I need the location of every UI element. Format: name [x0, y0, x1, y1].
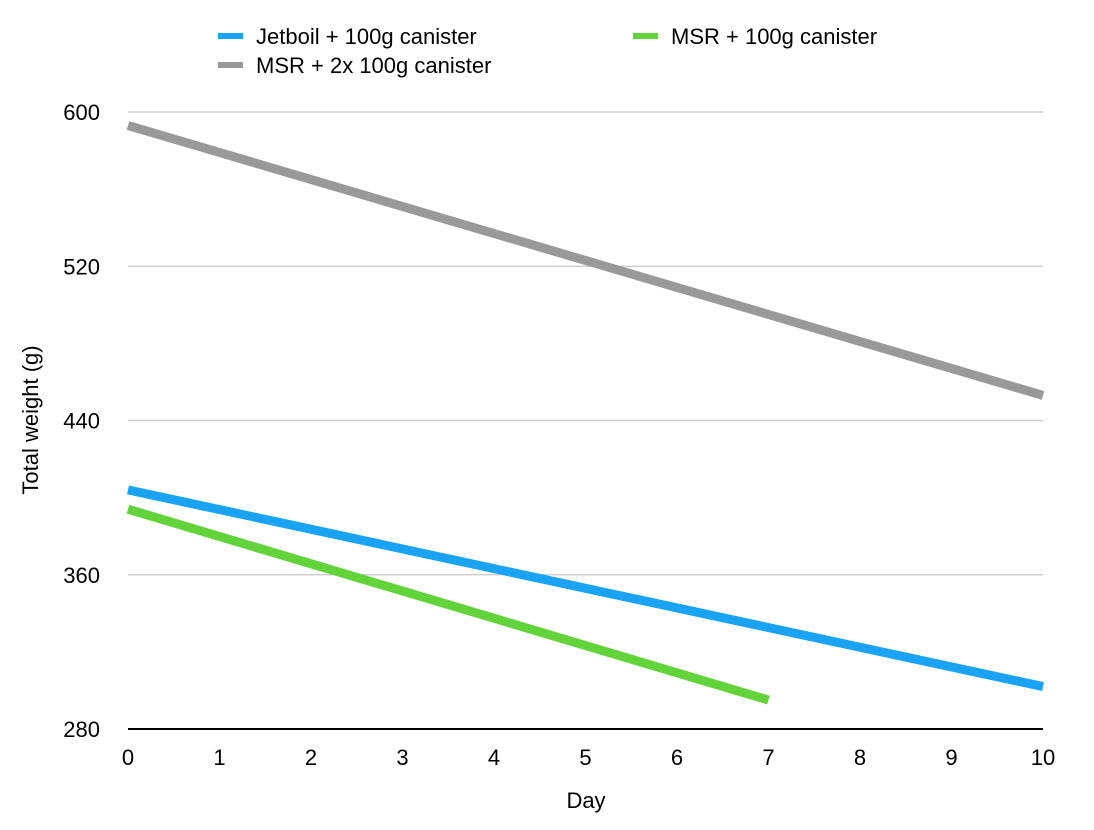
x-tick-label: 0: [122, 745, 134, 770]
x-tick-label: 7: [762, 745, 774, 770]
y-axis-ticks: 280 360 440 520 600: [63, 100, 100, 742]
x-tick-label: 4: [488, 745, 500, 770]
x-tick-label: 2: [305, 745, 317, 770]
x-tick-label: 9: [945, 745, 957, 770]
x-tick-label: 3: [396, 745, 408, 770]
series-line-2: [126, 121, 1045, 400]
x-tick-label: 10: [1031, 745, 1055, 770]
gridlines: [128, 111, 1043, 730]
x-axis-title: Day: [566, 788, 605, 813]
x-tick-label: 5: [579, 745, 591, 770]
series-line-1: [126, 504, 770, 705]
legend-label-1: MSR + 100g canister: [671, 24, 877, 49]
legend: Jetboil + 100g canister MSR + 100g canist…: [218, 24, 877, 78]
x-tick-label: 8: [854, 745, 866, 770]
series-line-0: [127, 485, 1044, 691]
series-lines: [126, 121, 1045, 705]
y-tick-label: 360: [63, 563, 100, 588]
x-tick-label: 6: [671, 745, 683, 770]
legend-label-0: Jetboil + 100g canister: [256, 24, 477, 49]
legend-label-2: MSR + 2x 100g canister: [256, 53, 491, 78]
y-tick-label: 280: [63, 717, 100, 742]
x-axis-ticks: 0 1 2 3 4 5 6 7 8 9 10: [122, 745, 1055, 770]
y-axis-title: Total weight (g): [18, 345, 43, 494]
y-tick-label: 600: [63, 100, 100, 125]
x-tick-label: 1: [213, 745, 225, 770]
y-tick-label: 520: [63, 254, 100, 279]
y-tick-label: 440: [63, 409, 100, 434]
